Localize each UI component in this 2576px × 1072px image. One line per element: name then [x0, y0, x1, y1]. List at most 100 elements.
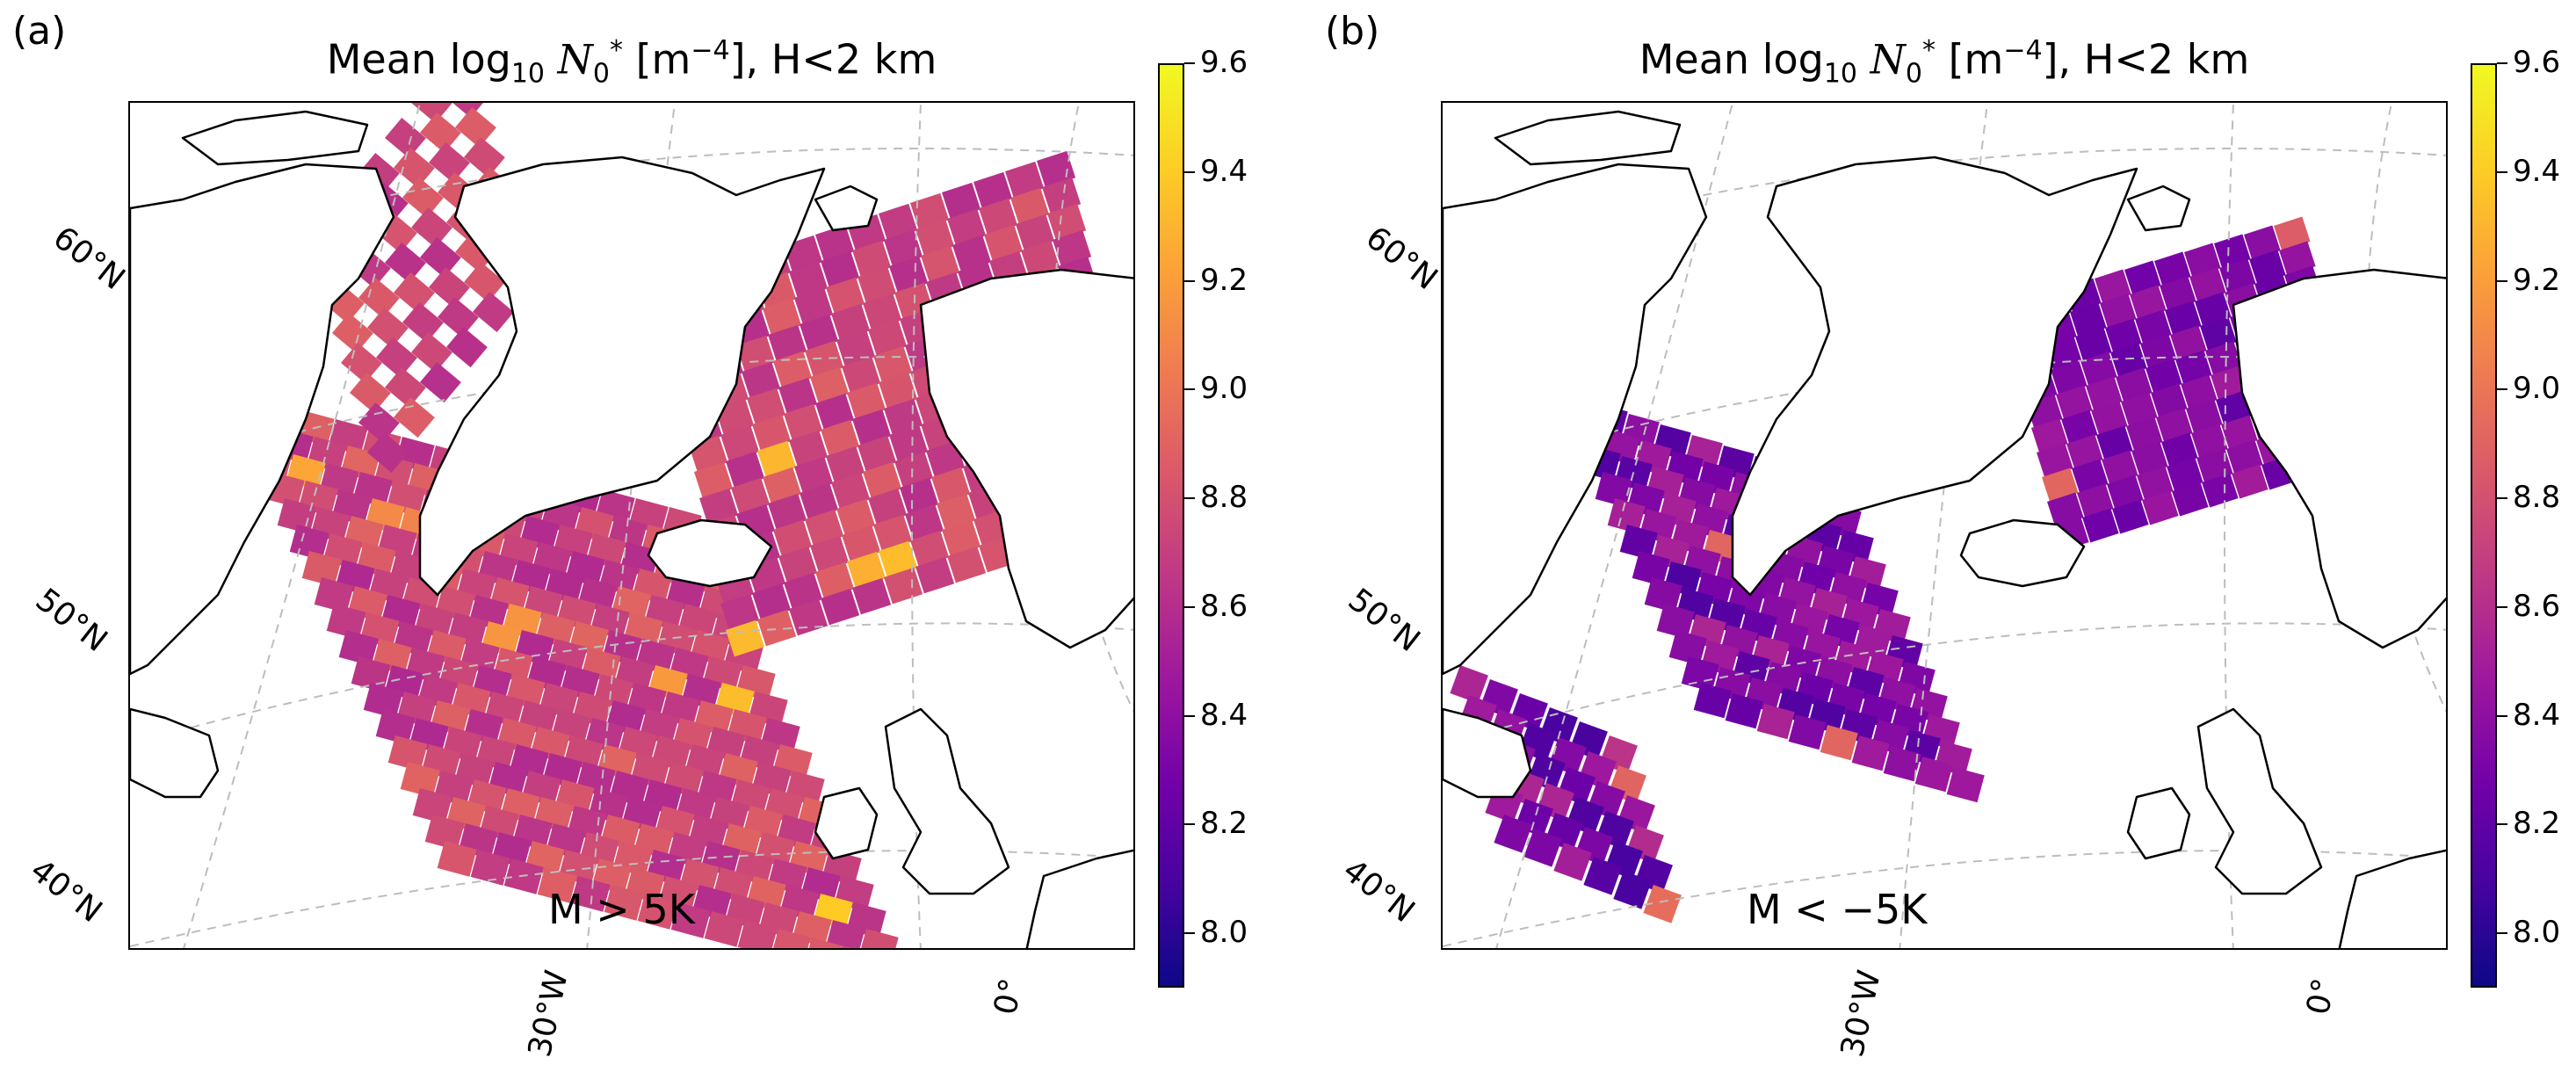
data-tile	[385, 118, 426, 159]
data-tile	[952, 235, 992, 272]
svalbard-landmass	[814, 185, 879, 232]
data-tile	[699, 488, 739, 525]
data-tile	[2214, 234, 2251, 269]
data-tile	[419, 362, 461, 403]
data-tile	[2116, 367, 2153, 402]
scandinavia-landmass	[919, 268, 1133, 649]
data-tile	[830, 472, 871, 510]
data-tile	[778, 377, 818, 415]
data-tile	[2126, 416, 2163, 452]
data-tile	[2186, 399, 2223, 434]
data-tile	[1583, 857, 1622, 895]
colorbar-tick-label: 8.0	[1200, 915, 1248, 951]
data-tile	[915, 219, 955, 257]
colorbar-tick-label: 9.6	[2513, 45, 2561, 80]
colorbar-tick-label: 8.6	[2513, 588, 2561, 624]
data-tile	[2102, 450, 2138, 485]
title-unit-open: [m	[1935, 35, 2004, 83]
data-tile	[2129, 285, 2167, 320]
data-tile	[2112, 499, 2149, 534]
data-tile	[2080, 351, 2117, 387]
data-tile	[2160, 276, 2196, 311]
data-tile	[784, 572, 823, 610]
colorbar-tick	[1184, 932, 1195, 935]
data-tile	[2200, 316, 2237, 351]
data-tile	[2124, 260, 2161, 295]
data-tile	[2181, 374, 2218, 409]
graticule-line	[1443, 622, 2446, 745]
data-tile	[366, 432, 409, 474]
data-tile	[2249, 250, 2286, 285]
data-tile	[936, 493, 976, 531]
data-tile	[858, 929, 899, 948]
data-tile	[767, 493, 807, 531]
data-tile	[720, 424, 760, 462]
data-tile	[983, 224, 1024, 262]
colorbar-tick	[2497, 605, 2507, 608]
data-tile	[341, 343, 382, 384]
data-tile	[2175, 350, 2212, 385]
data-tile	[1756, 704, 1795, 740]
data-tile	[387, 735, 428, 771]
data-tile	[1523, 829, 1562, 867]
data-tile	[2091, 401, 2128, 436]
colorbar-tick-label: 9.4	[2513, 153, 2561, 189]
data-tile	[872, 514, 913, 552]
data-tile	[2107, 474, 2144, 510]
title-suffix: ], H<2 km	[2042, 35, 2250, 83]
colorbar-tick	[2497, 279, 2507, 282]
data-tile	[358, 402, 400, 444]
data-tile	[2170, 325, 2207, 360]
colorbar-tick-label: 9.4	[1200, 153, 1248, 189]
data-tile	[1042, 177, 1082, 214]
data-tile	[1656, 604, 1695, 640]
colorbar-tick-label: 8.2	[2513, 806, 2561, 842]
colorbar-tick	[2497, 170, 2507, 173]
europe-landmass	[2338, 849, 2446, 948]
lat-label-60n: 60°N	[1358, 220, 1444, 298]
data-tile	[852, 577, 892, 615]
data-tile	[2095, 269, 2131, 304]
colorbar-tick	[1184, 605, 1195, 608]
data-tile	[2202, 473, 2239, 508]
data-tile	[2145, 359, 2182, 394]
data-tile	[402, 302, 444, 344]
data-tile	[842, 356, 881, 394]
data-tile	[857, 266, 897, 304]
data-tile	[2142, 490, 2179, 525]
data-tile	[2066, 434, 2103, 469]
data-tile	[821, 588, 860, 626]
data-tile	[350, 373, 391, 414]
data-tile	[973, 171, 1013, 209]
iceland-landmass	[647, 518, 773, 588]
data-tile	[1644, 577, 1682, 613]
title-prefix: Mean log	[1639, 35, 1824, 83]
data-tile	[851, 409, 892, 446]
data-tile	[2211, 366, 2247, 401]
lon-label-30w: 30°W	[1834, 967, 1888, 1061]
data-tile	[693, 461, 734, 499]
data-tile	[1004, 161, 1045, 199]
data-tile	[889, 256, 929, 293]
data-tile	[2184, 243, 2221, 278]
data-tile	[2056, 385, 2093, 420]
data-tile	[363, 682, 403, 719]
svalbard-landmass	[2126, 185, 2191, 232]
canada-landmass	[130, 163, 395, 676]
data-tile	[358, 278, 400, 319]
title-variable-sup: *	[1921, 35, 1936, 66]
data-tile	[402, 177, 444, 219]
title-suffix: ], H<2 km	[729, 35, 937, 83]
data-tile	[731, 477, 771, 515]
data-tile	[2165, 301, 2202, 336]
data-tile	[941, 519, 981, 557]
lat-label-50n: 50°N	[28, 582, 114, 660]
panel-letter: (b)	[1325, 9, 1380, 54]
data-tile	[2100, 293, 2137, 329]
data-tile	[429, 267, 470, 308]
data-tile	[1619, 525, 1658, 561]
data-tile	[800, 314, 839, 351]
data-tile	[2031, 418, 2068, 453]
data-tile	[1595, 472, 1633, 508]
data-tile	[473, 292, 514, 333]
